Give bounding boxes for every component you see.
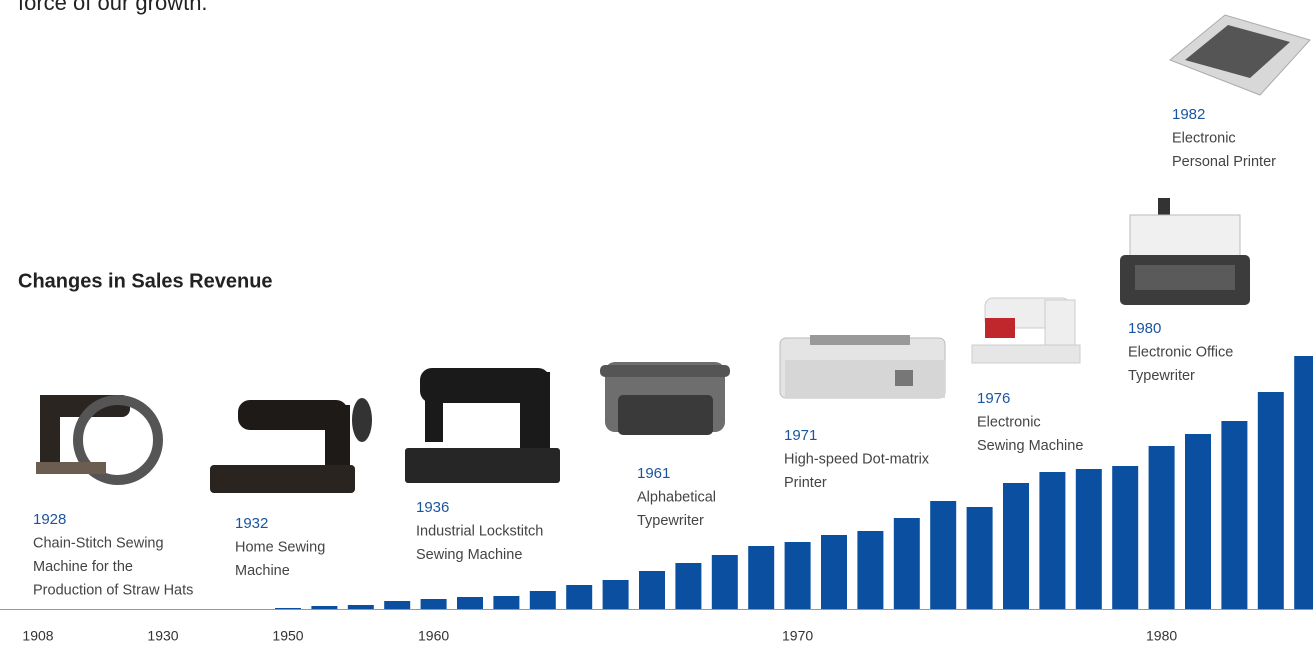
annotation-text: Sewing Machine [977,438,1083,454]
bar [1112,466,1139,609]
bar [1039,472,1066,609]
annotation-year: 1982 [1172,106,1205,123]
annotation-text: Printer [784,475,827,491]
bar [784,542,811,609]
bar [1148,446,1175,609]
x-tick-label: 1970 [782,628,813,644]
x-tick-label: 1908 [22,628,53,644]
bar [966,507,993,609]
annotation-year: 1932 [235,515,268,532]
annotation-text: Personal Printer [1172,154,1276,170]
bar [529,591,556,609]
bar [602,580,629,609]
x-tick-label: 1950 [272,628,303,644]
annotation-text: Sewing Machine [416,547,522,563]
product-image [600,362,730,435]
bar [347,605,374,609]
bar [1075,469,1102,609]
bar [493,596,520,609]
annotation-year: 1976 [977,390,1010,407]
product-image [405,368,560,483]
intro-text: force of our growth. [18,0,208,15]
product-image [210,398,372,493]
bar [821,535,847,609]
annotation-text: Production of Straw Hats [33,582,193,598]
bar [748,546,775,609]
x-tick-label: 1980 [1146,628,1177,644]
annotation-year: 1961 [637,465,670,482]
bar [420,599,447,609]
annotation-text: Industrial Lockstitch [416,523,543,539]
product-image [1169,14,1311,96]
bar [1257,392,1284,609]
product-image [779,335,946,399]
bar [311,606,338,609]
bar [1003,483,1029,609]
annotation-text: Machine [235,563,290,579]
bar [857,531,884,609]
annotation-text: Typewriter [1128,368,1195,384]
annotation-text: Machine for the [33,559,133,575]
annotation-text: Electronic Office [1128,344,1233,360]
annotation-year: 1928 [33,511,66,528]
product-image [36,395,163,485]
bar [566,585,593,609]
annotation-text: Electronic [1172,130,1236,146]
x-tick-label: 1930 [147,628,178,644]
annotation-text: Home Sewing [235,539,325,555]
x-tick-label: 1960 [418,628,449,644]
annotation-text: Electronic [977,414,1041,430]
bar [639,571,665,609]
bar [457,597,483,609]
annotation-year: 1971 [784,427,817,444]
bar [711,555,738,609]
annotation-year: 1980 [1128,320,1161,337]
annotation-text: Typewriter [637,513,704,529]
annotation-text: High-speed Dot-matrix [784,451,930,467]
bar [1185,434,1211,609]
chart-title: Changes in Sales Revenue [18,270,273,292]
product-image [1120,198,1250,305]
bar [675,563,702,609]
bar [1221,421,1248,609]
bar [1294,356,1313,609]
bar [930,501,957,609]
annotation-text: Chain-Stitch Sewing [33,535,164,551]
annotation-text: Alphabetical [637,489,716,505]
bar [893,518,920,609]
annotation-year: 1936 [416,499,449,516]
bar [275,608,301,609]
bar [384,601,411,609]
product-image [971,297,1081,364]
